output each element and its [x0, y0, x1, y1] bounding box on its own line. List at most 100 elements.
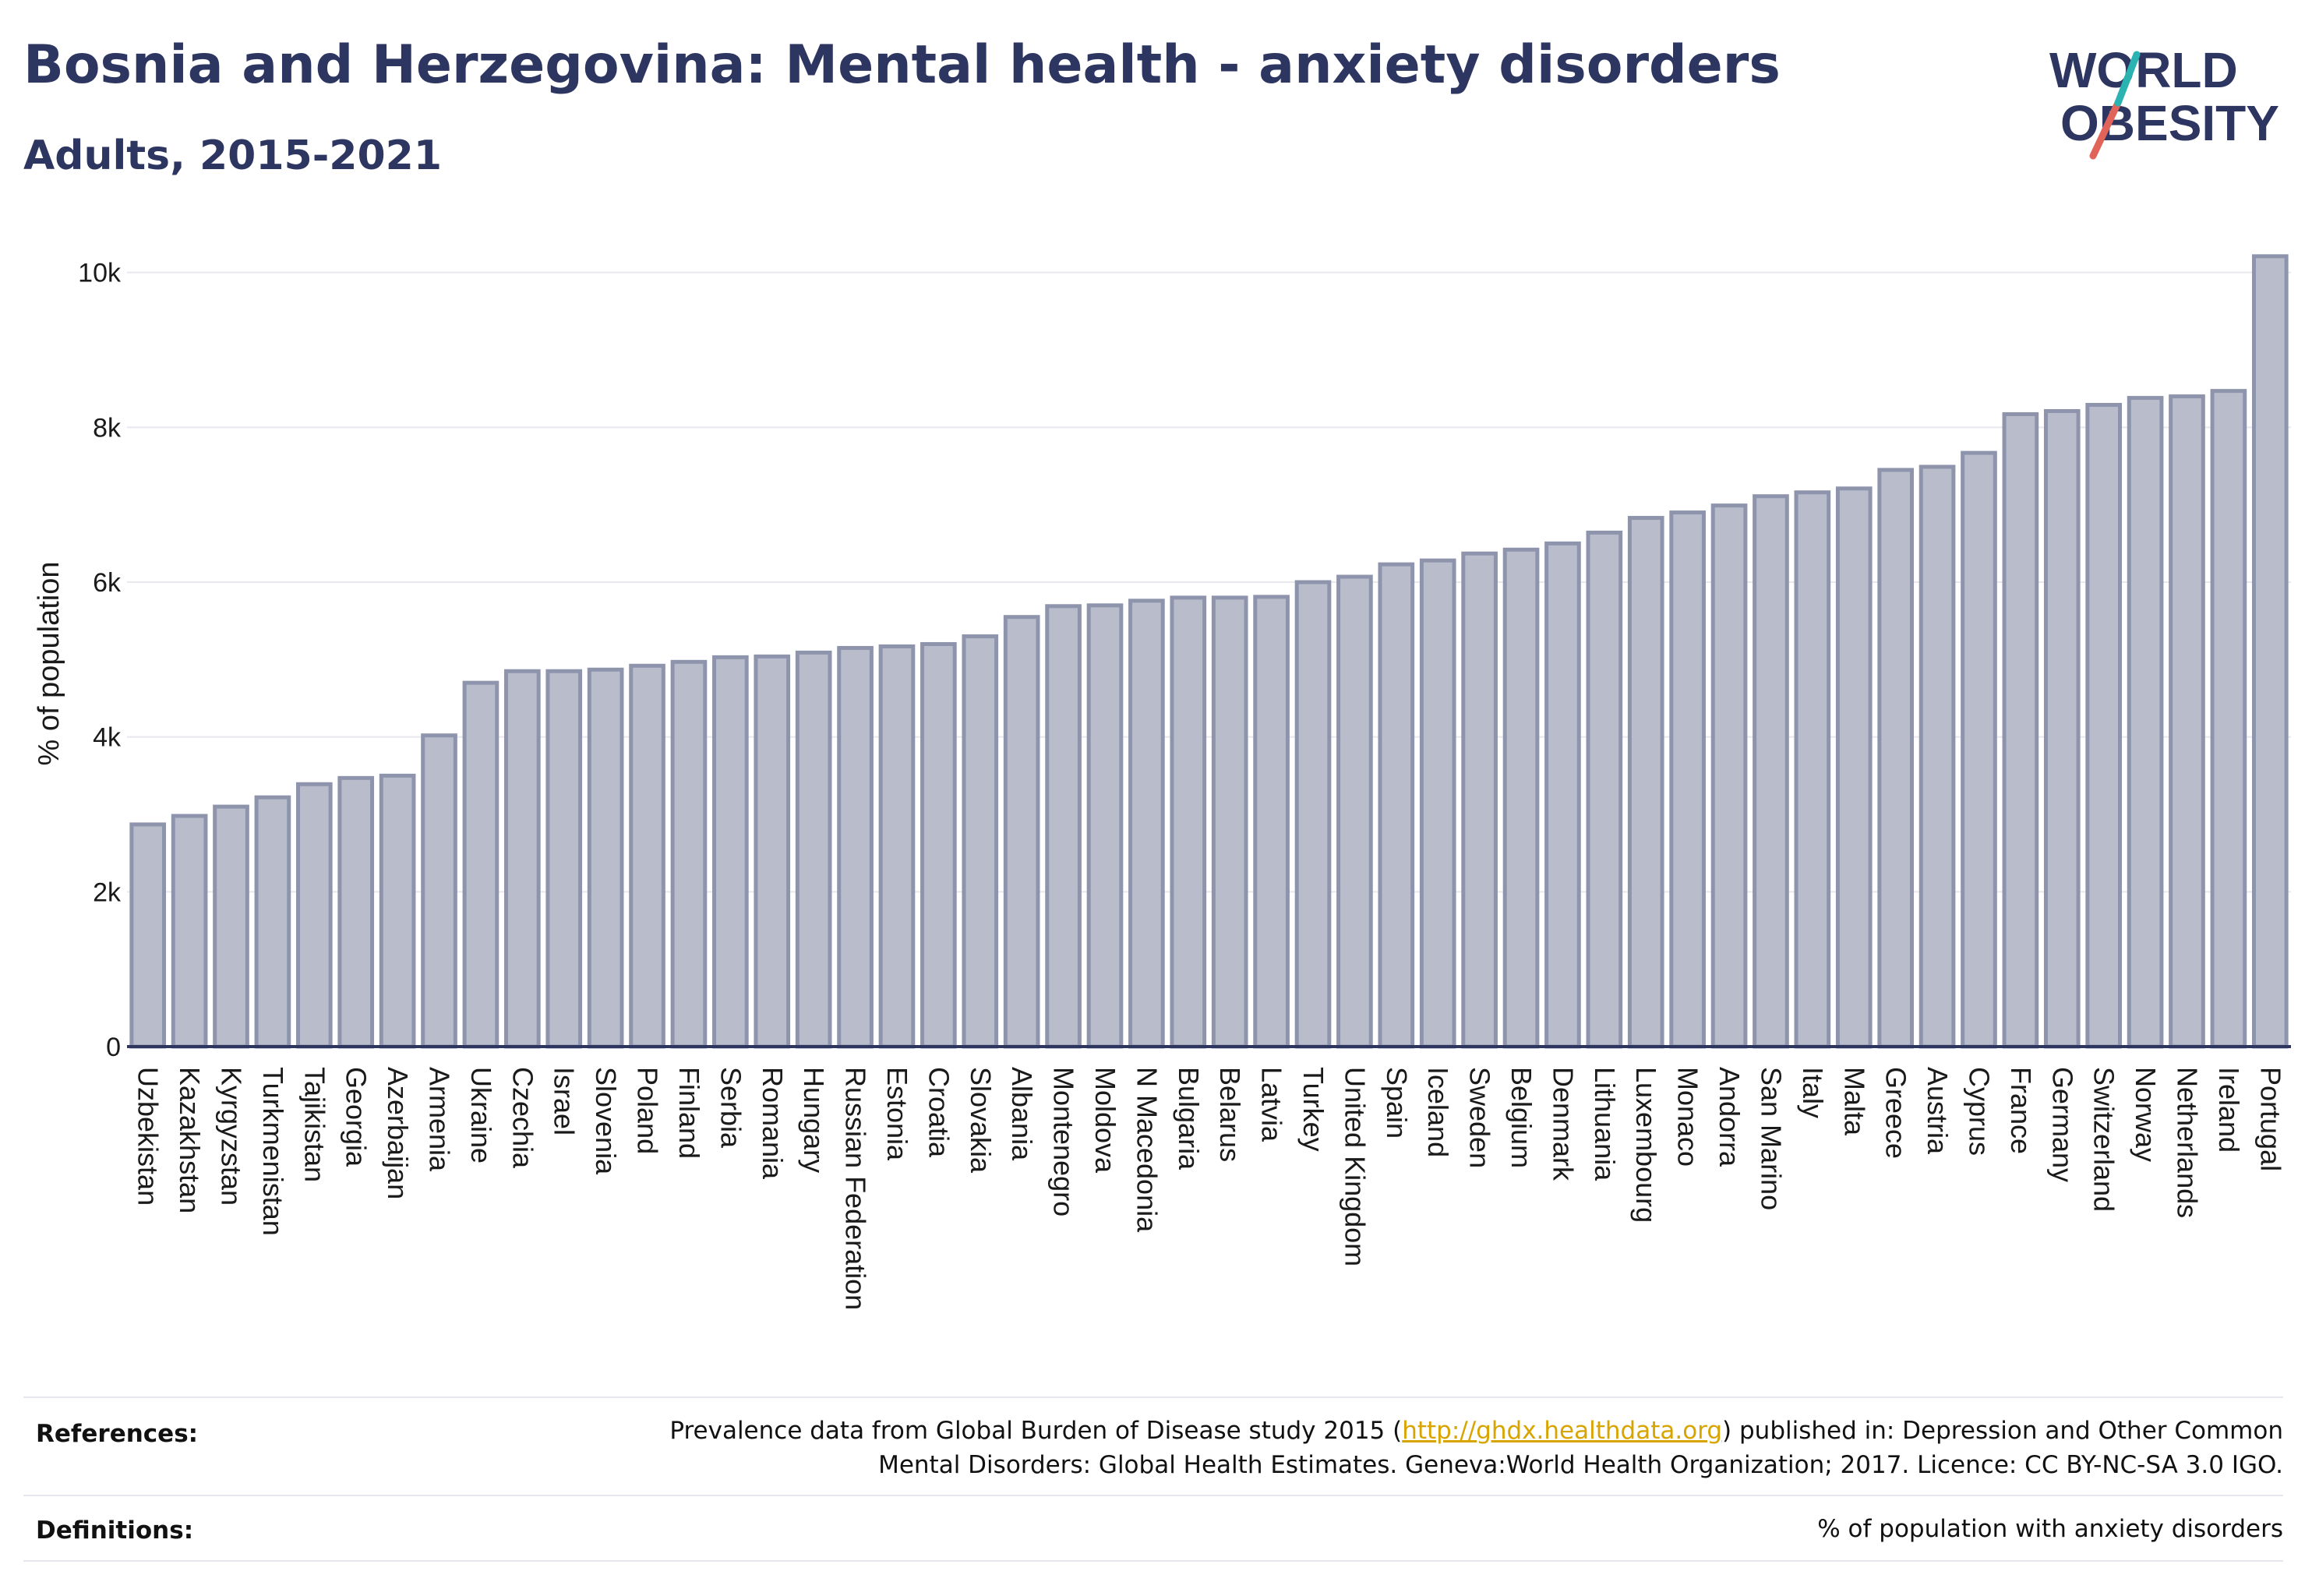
- bar: [1710, 503, 1748, 1049]
- logo-slash-teal: [2114, 51, 2141, 107]
- chart-title: Bosnia and Herzegovina: Mental health - …: [23, 34, 1781, 96]
- bar: [1378, 562, 1415, 1049]
- bar: [1086, 603, 1124, 1049]
- x-tick-label: Ireland: [2213, 1067, 2245, 1153]
- x-tick-label: San Marino: [1755, 1067, 1787, 1210]
- x-tick-label: N Macedonia: [1131, 1067, 1163, 1233]
- references-text-before: Prevalence data from Global Burden of Di…: [669, 1417, 1403, 1445]
- bar: [920, 641, 957, 1049]
- x-tick-label: United Kingdom: [1339, 1067, 1371, 1266]
- logo-slash-coral: [2089, 99, 2122, 160]
- x-tick-label: Hungary: [798, 1067, 830, 1173]
- bar: [1336, 574, 1373, 1049]
- x-tick-label: Kyrgyzstan: [216, 1067, 248, 1206]
- x-tick-label: Tajikistan: [298, 1067, 330, 1182]
- bar: [962, 634, 999, 1049]
- bar: [462, 680, 499, 1049]
- logo-world-text: WORLD: [2049, 42, 2238, 98]
- bar: [1586, 530, 1623, 1049]
- x-tick-label: Bulgaria: [1173, 1067, 1205, 1171]
- x-tick-label: Luxembourg: [1630, 1067, 1662, 1223]
- x-tick-label: Switzerland: [2088, 1067, 2120, 1212]
- x-tick-label: Belarus: [1214, 1067, 1246, 1162]
- x-tick-label: Portugal: [2254, 1067, 2286, 1171]
- x-tick-label: Russian Federation: [840, 1067, 872, 1310]
- bar: [295, 782, 333, 1049]
- bar: [421, 733, 457, 1049]
- x-tick-label: Iceland: [1422, 1067, 1454, 1157]
- bar: [1128, 598, 1165, 1049]
- bar: [1461, 551, 1498, 1049]
- x-tick-label: Georgia: [341, 1067, 372, 1167]
- x-tick-label: Cyprus: [1963, 1067, 1995, 1156]
- x-tick-label: Norway: [2130, 1067, 2162, 1162]
- bar: [337, 775, 375, 1049]
- x-tick-label: Kazakhstan: [174, 1067, 206, 1213]
- bar: [837, 645, 874, 1049]
- x-tick-label: Turkey: [1297, 1067, 1329, 1152]
- x-tick-label: Turkmenistan: [257, 1067, 289, 1236]
- definitions-label: Definitions:: [36, 1517, 194, 1545]
- bar: [1419, 558, 1456, 1049]
- references-link[interactable]: http://ghdx.healthdata.org: [1402, 1417, 1723, 1445]
- bar: [1003, 615, 1040, 1049]
- bar: [1835, 486, 1873, 1049]
- y-tick-label: 4k: [93, 723, 122, 753]
- x-tick-label: Romania: [757, 1067, 789, 1180]
- bar: [1253, 595, 1290, 1049]
- bar: [629, 663, 665, 1049]
- y-axis-label: % of population: [33, 562, 65, 766]
- bar: [587, 667, 624, 1049]
- x-tick-label: Denmark: [1547, 1067, 1579, 1181]
- divider-top: [23, 1396, 2283, 1398]
- bar: [1045, 604, 1082, 1049]
- x-tick-label: Finland: [673, 1067, 705, 1159]
- bar: [1753, 494, 1789, 1049]
- x-tick-label: Austria: [1922, 1067, 1954, 1155]
- x-tick-label: Latvia: [1256, 1067, 1288, 1142]
- bar: [1918, 464, 1956, 1049]
- x-tick-label: Netherlands: [2171, 1067, 2203, 1218]
- x-tick-label: Sweden: [1464, 1067, 1496, 1168]
- bar: [1294, 580, 1332, 1049]
- bar: [1211, 595, 1248, 1049]
- bar: [545, 669, 583, 1049]
- y-tick-label: 0: [106, 1033, 121, 1062]
- y-tick-label: 6k: [93, 568, 122, 598]
- x-tick-label: Slovakia: [965, 1067, 997, 1174]
- bar: [1627, 516, 1664, 1049]
- bar: [2002, 411, 2039, 1049]
- x-tick-label: Spain: [1381, 1067, 1413, 1139]
- y-tick-label: 2k: [93, 877, 122, 907]
- bar: [1961, 450, 1997, 1049]
- x-tick-label: Armenia: [424, 1067, 456, 1172]
- x-tick-label: Monaco: [1672, 1067, 1704, 1167]
- x-tick-label: Czechia: [507, 1067, 538, 1169]
- x-tick-label: Greece: [1880, 1067, 1912, 1159]
- bar: [213, 804, 249, 1049]
- bar: [1669, 510, 1706, 1049]
- x-tick-label: Germany: [2046, 1067, 2078, 1182]
- y-tick-label: 8k: [93, 413, 122, 443]
- bar: [2085, 403, 2123, 1049]
- x-tick-label: Ukraine: [465, 1067, 497, 1163]
- x-tick-label: Lithuania: [1589, 1067, 1621, 1181]
- x-tick-label: Belgium: [1505, 1067, 1537, 1168]
- x-tick-label: Moldova: [1089, 1067, 1121, 1174]
- bar: [254, 795, 291, 1049]
- references-label: References:: [36, 1420, 199, 1448]
- bar: [878, 644, 916, 1049]
- bar: [712, 655, 749, 1049]
- divider-middle: [23, 1495, 2283, 1496]
- x-tick-label: Montenegro: [1048, 1067, 1080, 1216]
- references-text: Prevalence data from Global Burden of Di…: [669, 1414, 2283, 1482]
- x-tick-label: Azerbaijan: [382, 1067, 414, 1199]
- bar: [2043, 408, 2081, 1049]
- x-tick-label: Malta: [1838, 1067, 1870, 1136]
- bar: [2169, 394, 2205, 1049]
- definitions-text: % of population with anxiety disorders: [1817, 1515, 2283, 1543]
- bar: [754, 654, 791, 1049]
- bar: [2251, 254, 2289, 1049]
- x-tick-label: Andorra: [1714, 1067, 1746, 1167]
- bar: [1794, 490, 1831, 1049]
